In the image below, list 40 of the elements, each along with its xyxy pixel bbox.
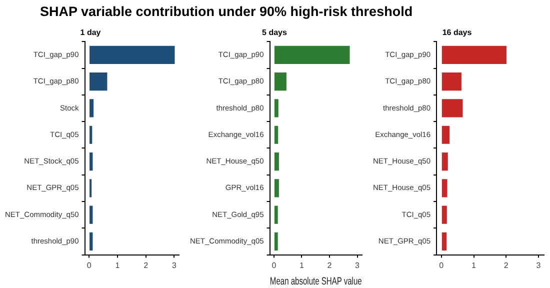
bar — [90, 46, 175, 64]
bar — [274, 232, 278, 251]
x-tick-label: 0 — [272, 260, 277, 270]
bar — [274, 152, 279, 171]
bar — [90, 152, 93, 171]
x-tick-label: 1 — [299, 260, 304, 270]
x-tick-label: 2 — [144, 260, 149, 270]
bar — [90, 232, 93, 251]
bar — [90, 99, 94, 118]
bar — [442, 152, 448, 171]
x-tick-label: 1 — [115, 260, 120, 270]
bar — [274, 126, 278, 144]
bar — [90, 126, 92, 144]
bar — [90, 206, 93, 224]
bar — [442, 179, 448, 198]
bar — [274, 179, 279, 198]
bar — [442, 46, 506, 64]
bar — [442, 99, 463, 118]
chart-subtitle: 1 day — [80, 28, 102, 38]
x-tick-label: 0 — [439, 260, 444, 270]
x-tick-label: 3 — [355, 260, 360, 270]
chart-subtitle: 16 days — [442, 28, 472, 38]
bar — [274, 46, 350, 64]
bar — [442, 206, 447, 224]
x-tick-label: 1 — [472, 260, 477, 270]
bar — [274, 206, 278, 224]
x-tick-label: 3 — [536, 260, 542, 270]
x-tick-label: 2 — [327, 260, 332, 270]
chart-subtitle: 5 days — [262, 28, 288, 38]
bar — [442, 126, 450, 144]
bar — [442, 72, 462, 91]
bar — [274, 72, 286, 91]
x-tick-label: 0 — [86, 260, 92, 270]
bar — [90, 72, 108, 91]
bar — [442, 232, 447, 251]
x-axis-title: Mean absolute SHAP value — [270, 275, 362, 287]
x-tick-label: 3 — [172, 260, 177, 270]
bar — [274, 99, 278, 118]
text: SHAP variable contribution under 90% high-risk threshold — [40, 4, 413, 19]
x-tick-label: 2 — [504, 260, 509, 270]
